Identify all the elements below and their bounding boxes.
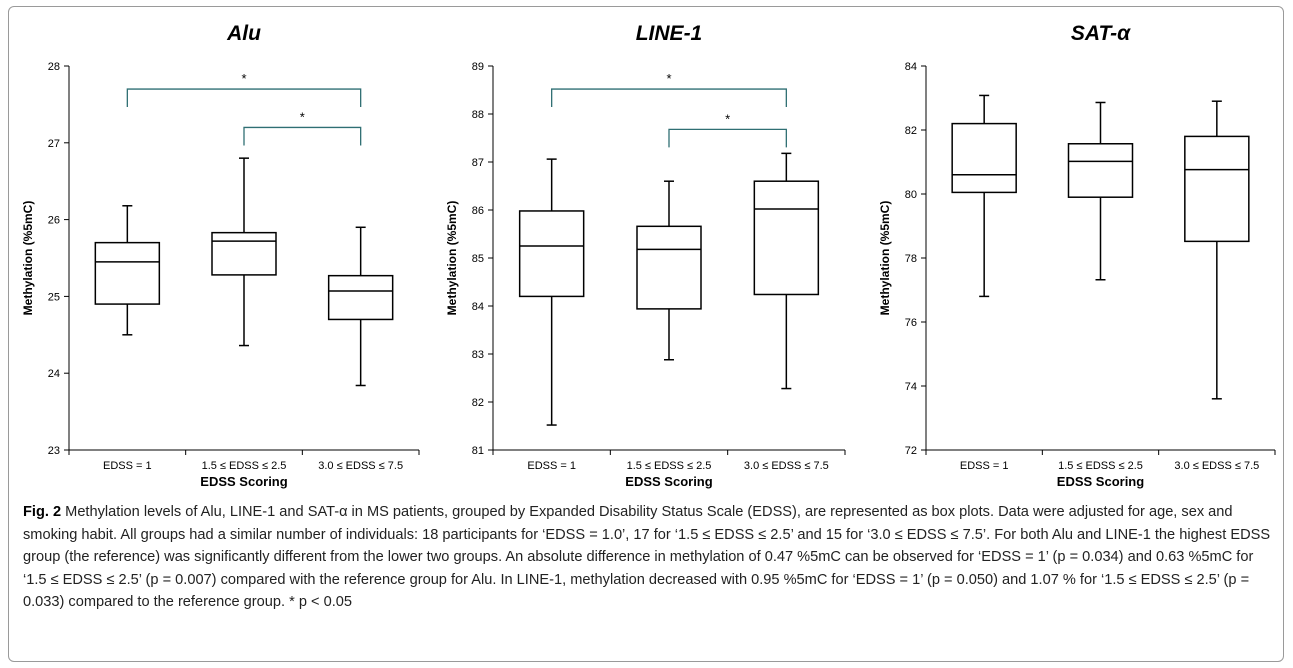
caption-text: Methylation levels of Alu, LINE-1 and SA… (23, 504, 1271, 610)
chart1-significance-bracket (243, 126, 362, 146)
chart2-y-axis-label: Methylation (%5mC) (445, 201, 459, 316)
chart1-y-tick-label: 24 (48, 368, 60, 380)
chart1-y-tick-label: 23 (48, 445, 60, 457)
chart1-x-tick-label: 3.0 ≤ EDSS ≤ 7.5 (318, 460, 403, 472)
chart3-title: SAT-α (1071, 22, 1131, 45)
chart2-y-tick-label: 81 (472, 445, 484, 457)
chart2-y-tick-label: 82 (472, 397, 484, 409)
chart3-y-tick-label: 78 (905, 253, 917, 265)
chart3-y-tick-label: 80 (905, 189, 917, 201)
figure-caption: Fig. 2 Methylation levels of Alu, LINE-1… (23, 501, 1273, 614)
chart1-significance-bracket (126, 88, 362, 108)
chart3-y-tick-label: 74 (905, 381, 917, 393)
chart3-box (1067, 143, 1134, 198)
chart1-y-tick-label: 26 (48, 215, 60, 227)
chart3-y-tick-label: 84 (905, 61, 917, 73)
chart1-y-tick-label: 28 (48, 61, 60, 73)
chart2-x-axis-label: EDSS Scoring (625, 474, 712, 489)
chart1-box (94, 241, 161, 305)
chart1-x-axis-label: EDSS Scoring (200, 474, 287, 489)
chart2-y-tick-label: 87 (472, 157, 484, 169)
chart1-title: Alu (226, 22, 261, 45)
chart2-y-tick-label: 88 (472, 109, 484, 121)
chart1-y-axis-label: Methylation (%5mC) (21, 201, 35, 316)
chart3-box (951, 122, 1017, 194)
chart1-significance-label: * (241, 71, 246, 86)
chart2-x-tick-label: 1.5 ≤ EDSS ≤ 2.5 (627, 460, 712, 472)
chart3-x-axis-label: EDSS Scoring (1057, 474, 1144, 489)
chart2-y-tick-label: 86 (472, 205, 484, 217)
chart1-y-tick-label: 25 (48, 291, 60, 303)
chart2-y-tick-label: 89 (472, 61, 484, 73)
chart2-x-tick-label: EDSS = 1 (527, 460, 576, 472)
figure-label: Fig. 2 (23, 504, 62, 520)
chart1-y-tick-label: 27 (48, 138, 60, 150)
chart3-y-axis-label: Methylation (%5mC) (878, 201, 892, 316)
chart3-y-tick-label: 76 (905, 317, 917, 329)
chart1-box (327, 274, 394, 321)
chart3-y-tick-label: 82 (905, 125, 917, 137)
chart2-box (753, 180, 820, 296)
chart2-significance-bracket (551, 88, 787, 108)
chart2-y-tick-label: 84 (472, 301, 484, 313)
chart1-box (211, 231, 277, 276)
chart1-significance-label: * (300, 109, 305, 124)
chart2-y-tick-label: 85 (472, 253, 484, 265)
chart3-x-tick-label: 1.5 ≤ EDSS ≤ 2.5 (1058, 460, 1143, 472)
chart2-y-tick-label: 83 (472, 349, 484, 361)
chart1-x-tick-label: EDSS = 1 (103, 460, 152, 472)
chart3-x-tick-label: EDSS = 1 (960, 460, 1009, 472)
chart2-significance-label: * (666, 71, 671, 86)
chart3-box (1184, 135, 1250, 243)
chart2-significance-bracket (668, 128, 787, 148)
chart2-box (518, 210, 585, 298)
chart3-y-tick-label: 72 (905, 445, 917, 457)
chart3-x-tick-label: 3.0 ≤ EDSS ≤ 7.5 (1174, 460, 1259, 472)
chart1-x-tick-label: 1.5 ≤ EDSS ≤ 2.5 (202, 460, 287, 472)
chart2-box (636, 225, 702, 310)
chart2-title: LINE-1 (636, 22, 703, 45)
box-plots: Alu 23 24 25 26 27 28 EDSS = 1 1.5 ≤ EDSS ≤ 2.5 3… (21, 22, 1276, 489)
chart2-x-tick-label: 3.0 ≤ EDSS ≤ 7.5 (744, 460, 829, 472)
chart2-significance-label: * (725, 111, 730, 126)
figure-panel: Alu 23 24 25 26 27 28 EDSS = 1 1.5 ≤ EDSS ≤ 2.5 3… (8, 6, 1284, 662)
